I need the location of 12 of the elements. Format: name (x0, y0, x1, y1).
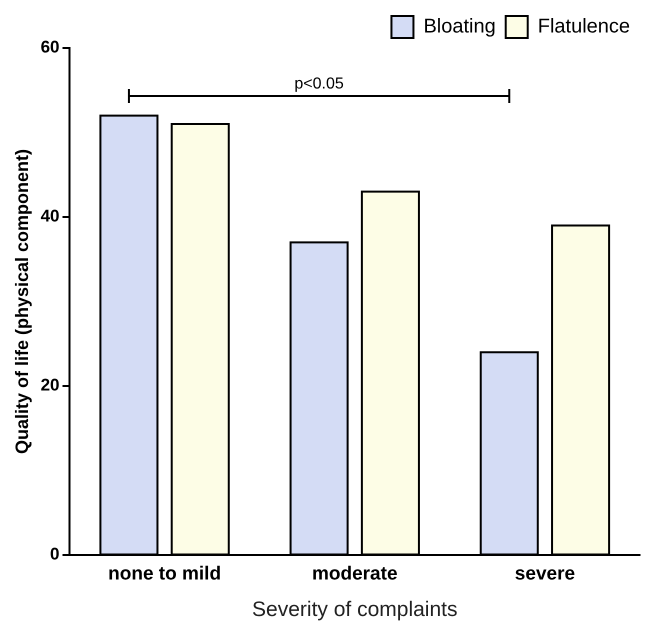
annotation: p<0.05 (294, 75, 344, 92)
x-axis-title: Severity of complaints (252, 598, 458, 622)
y-tick-label: 0 (50, 544, 60, 564)
y-tick-label: 40 (40, 206, 60, 226)
x-tick-label: severe (514, 564, 576, 585)
legend-label: Flatulence (538, 16, 630, 38)
x-tick-label: moderate (312, 564, 398, 585)
x-tick-label: none to mild (108, 564, 222, 585)
y-tick-label: 20 (40, 376, 60, 395)
y-tick-label: 60 (40, 38, 60, 57)
y-axis-title: Quality of life (physical component) (12, 148, 32, 454)
legend-label: Bloating (423, 16, 496, 38)
